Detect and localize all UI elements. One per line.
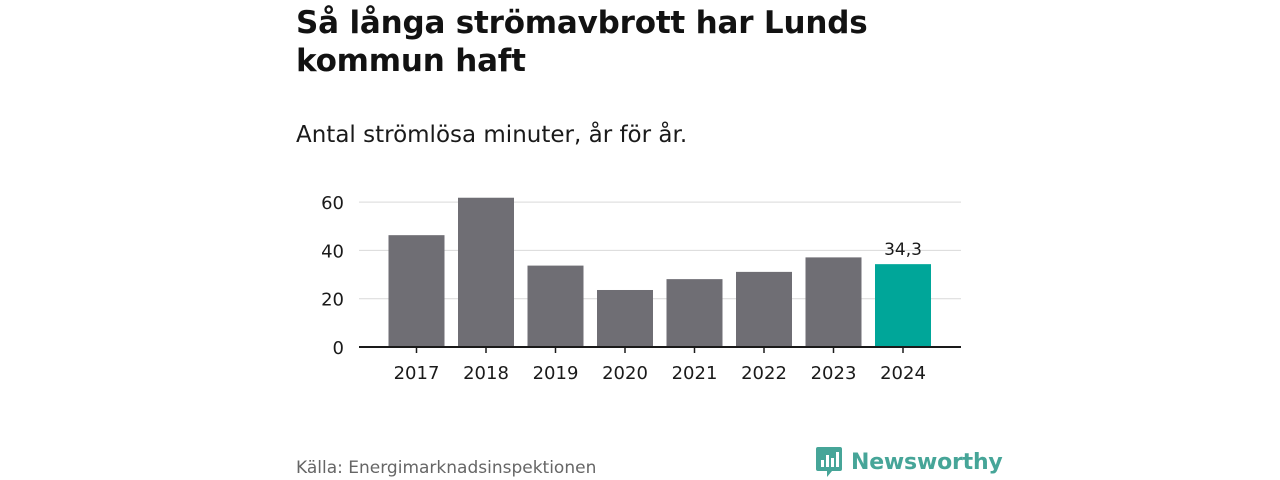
brand-name: Newsworthy (851, 449, 1003, 475)
y-tick-label: 40 (321, 241, 344, 262)
bar-chart: 0 20 40 60 2017 2018 2019 2020 2021 2022 2023 2024 3… (296, 180, 986, 400)
bar (666, 279, 723, 347)
bar (388, 235, 445, 347)
x-tick-label: 2023 (811, 363, 857, 384)
source-note: Källa: Energimarknadsinspektionen (296, 458, 597, 478)
x-tick-label: 2018 (463, 363, 509, 384)
bar-chart-svg: 0 20 40 60 2017 2018 2019 2020 2021 2022 2023 2024 3… (321, 193, 961, 384)
bar (736, 271, 792, 347)
chart-title: Så långa strömavbrott har Lunds kommun h… (296, 5, 868, 79)
data-label: 34,3 (884, 240, 922, 260)
y-tick-label: 0 (333, 338, 344, 359)
x-tick-label: 2021 (672, 363, 718, 384)
x-tick-label: 2022 (741, 363, 787, 384)
bar (527, 265, 584, 347)
x-tick-label: 2017 (394, 363, 440, 384)
bar (458, 197, 514, 347)
chart-card: Så långa strömavbrott har Lunds kommun h… (296, 0, 1003, 480)
bar (805, 257, 862, 347)
bar (875, 264, 931, 347)
x-tick-label: 2024 (880, 363, 926, 384)
x-tick-label: 2020 (602, 363, 648, 384)
newsworthy-logo-icon (816, 447, 842, 477)
x-tick-label: 2019 (533, 363, 579, 384)
chart-subtitle: Antal strömlösa minuter, år för år. (296, 122, 688, 148)
bar (597, 289, 653, 347)
brand-logo[interactable]: Newsworthy (815, 446, 1003, 478)
y-tick-label: 20 (321, 290, 344, 311)
y-tick-label: 60 (321, 193, 344, 214)
